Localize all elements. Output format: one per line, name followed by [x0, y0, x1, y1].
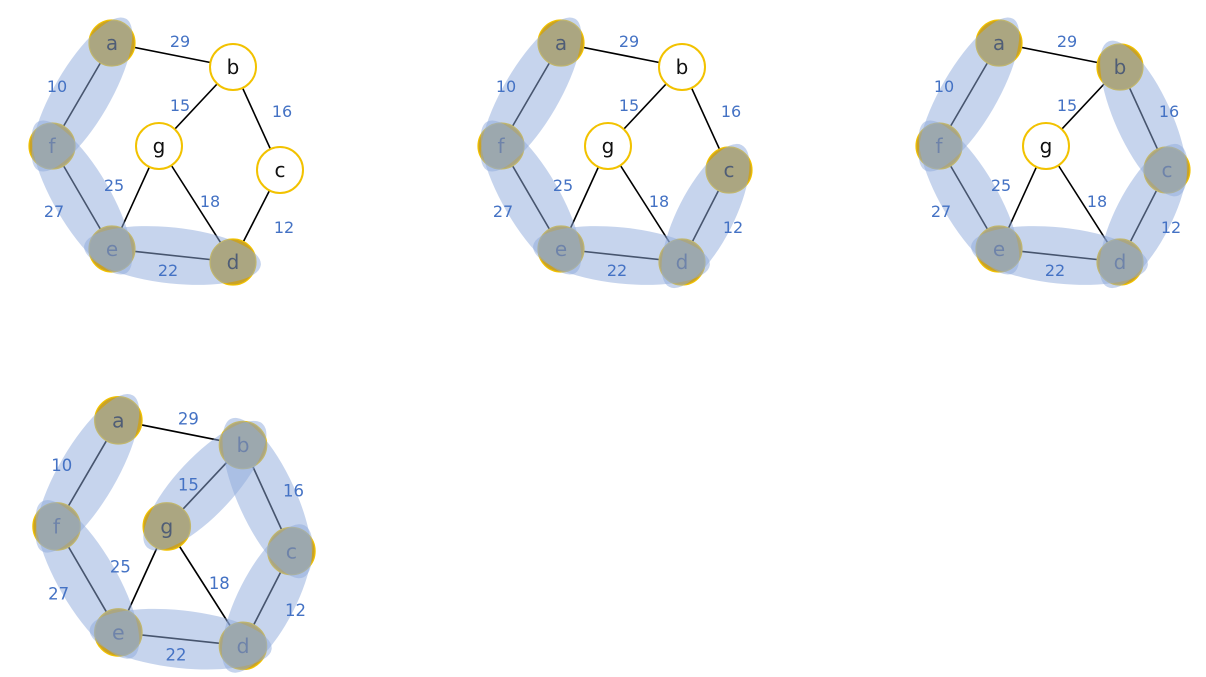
edge-weight-ab: 29: [178, 409, 199, 428]
edge-weight-bc: 16: [283, 482, 304, 501]
node-label-c: c: [275, 158, 286, 182]
edge-weight-af: 10: [51, 456, 72, 475]
node-b: b: [658, 43, 706, 91]
node-label-b: b: [676, 55, 689, 79]
edge-weight-bg: 15: [178, 475, 199, 494]
node-label-g: g: [602, 134, 615, 158]
edge-weight-ge: 25: [991, 176, 1011, 195]
edge-weight-fe: 27: [931, 202, 951, 221]
node-label-g: g: [153, 134, 166, 158]
highlight-ed: [971, 226, 1148, 285]
step-1-panel: abcdefg291015161218252722: [28, 17, 304, 286]
mst-highlights: [35, 394, 313, 673]
edge-weights: 29 10 15 16 12 18 25 27 22: [48, 409, 306, 664]
edge-weight-fe: 27: [493, 202, 513, 221]
edge-weight-ab: 29: [619, 32, 639, 51]
edge-weight-fe: 27: [44, 202, 64, 221]
mst-highlights: [31, 17, 261, 285]
highlight-ed: [89, 608, 272, 670]
edge-weight-cd: 12: [1161, 218, 1181, 237]
node-g: g: [135, 122, 183, 170]
node-circle-b: [209, 43, 257, 91]
edge-weight-bc: 16: [1159, 102, 1179, 121]
node-g: g: [584, 122, 632, 170]
node-c: c: [256, 146, 304, 194]
edge-weight-ge: 25: [104, 176, 124, 195]
edge-weight-af: 10: [934, 77, 954, 96]
highlight-ed: [84, 226, 261, 285]
edge-weight-gd: 18: [1087, 192, 1107, 211]
edge-weight-ed: 22: [166, 645, 187, 664]
edge-weight-ed: 22: [607, 261, 627, 280]
edge-weights: 29 10 15 16 12 18 25 27 22: [931, 32, 1181, 280]
edge-weight-ab: 29: [170, 32, 190, 51]
edge-weight-ed: 22: [158, 261, 178, 280]
edge-weight-af: 10: [496, 77, 516, 96]
node-circle-b: [658, 43, 706, 91]
edge-weight-cd: 12: [285, 601, 306, 620]
node-circle-c: [256, 146, 304, 194]
mst-highlights: [918, 17, 1188, 289]
edge-weight-bg: 15: [619, 96, 639, 115]
step-2-panel: abcdefg291015161218252722: [477, 17, 753, 289]
edge-weight-gd: 18: [649, 192, 669, 211]
edge-weight-fe: 27: [48, 585, 69, 604]
edge-weights: 29 10 15 16 12 18 25 27 22: [493, 32, 743, 280]
edge-weight-af: 10: [47, 77, 67, 96]
node-circle-g: [584, 122, 632, 170]
highlight-ed: [533, 226, 710, 285]
node-circle-g: [135, 122, 183, 170]
node-label-g: g: [1040, 134, 1053, 158]
edge-weight-ge: 25: [553, 176, 573, 195]
edge-weight-ab: 29: [1057, 32, 1077, 51]
step-4-panel: abcdefg291015161218252722: [32, 394, 316, 673]
mst-highlights: [480, 17, 750, 289]
node-g: g: [1022, 122, 1070, 170]
node-b: b: [209, 43, 257, 91]
node-circle-g: [1022, 122, 1070, 170]
edge-weight-bg: 15: [170, 96, 190, 115]
edge-weight-ge: 25: [110, 558, 131, 577]
edge-weight-bc: 16: [272, 102, 292, 121]
edge-weight-bc: 16: [721, 102, 741, 121]
step-3-panel: abcdefg291015161218252722: [915, 17, 1191, 289]
edge-weights: 29 10 15 16 12 18 25 27 22: [44, 32, 294, 280]
edge-weight-bg: 15: [1057, 96, 1077, 115]
edge-weight-gd: 18: [200, 192, 220, 211]
edge-weight-cd: 12: [723, 218, 743, 237]
edge-weight-cd: 12: [274, 218, 294, 237]
edge-weight-ed: 22: [1045, 261, 1065, 280]
node-label-b: b: [227, 55, 240, 79]
edge-weight-gd: 18: [209, 574, 230, 593]
